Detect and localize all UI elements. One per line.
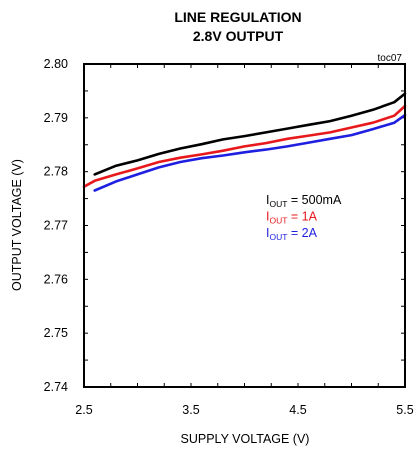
y-tick-label: 2.74 — [44, 380, 68, 394]
y-tick-label: 2.76 — [44, 272, 68, 286]
y-tick-label: 2.80 — [44, 57, 68, 71]
y-tick-labels: 2.80 2.79 2.78 2.77 2.76 2.75 2.74 — [44, 57, 68, 394]
series-line-2 — [82, 104, 407, 188]
chart-tag: toc07 — [378, 53, 403, 64]
tick-marks — [83, 63, 406, 388]
series-line-3 — [93, 113, 407, 192]
series-line-1 — [93, 92, 407, 176]
legend-entry-tail: = 2A — [287, 226, 317, 240]
plot-area — [82, 63, 407, 388]
x-tick-label: 5.5 — [396, 403, 413, 417]
y-tick-label: 2.77 — [44, 219, 68, 233]
legend-entry-subscript: OUT — [269, 199, 287, 209]
plot-frame — [83, 63, 406, 388]
legend-entry-main: I — [266, 193, 269, 207]
chart-title: LINE REGULATION — [174, 9, 301, 25]
x-tick-label: 4.5 — [289, 403, 306, 417]
legend-entry-tail: = 500mA — [287, 193, 342, 207]
legend-entry-main: I — [266, 226, 269, 240]
legend-entry-1: IOUT = 500mA — [266, 193, 342, 209]
legend-entry-subscript: OUT — [269, 216, 287, 226]
x-tick-label: 2.5 — [75, 403, 92, 417]
legend-entry-main: I — [266, 210, 269, 224]
y-tick-label: 2.79 — [44, 111, 68, 125]
y-tick-label: 2.75 — [44, 326, 68, 340]
chart-subtitle: 2.8V OUTPUT — [193, 28, 284, 44]
legend-entry-2: IOUT = 1A — [266, 210, 318, 226]
legend-entry-tail: = 1A — [287, 210, 317, 224]
x-tick-label: 3.5 — [182, 403, 199, 417]
legend-entry-3: IOUT = 2A — [266, 226, 318, 242]
legend-entry-subscript: OUT — [269, 232, 287, 242]
x-tick-labels: 2.5 3.5 4.5 5.5 — [75, 403, 413, 417]
y-axis-label: OUTPUT VOLTAGE (V) — [10, 159, 24, 291]
x-axis-label: SUPPLY VOLTAGE (V) — [181, 432, 310, 446]
y-tick-label: 2.78 — [44, 165, 68, 179]
series-lines — [82, 92, 407, 192]
